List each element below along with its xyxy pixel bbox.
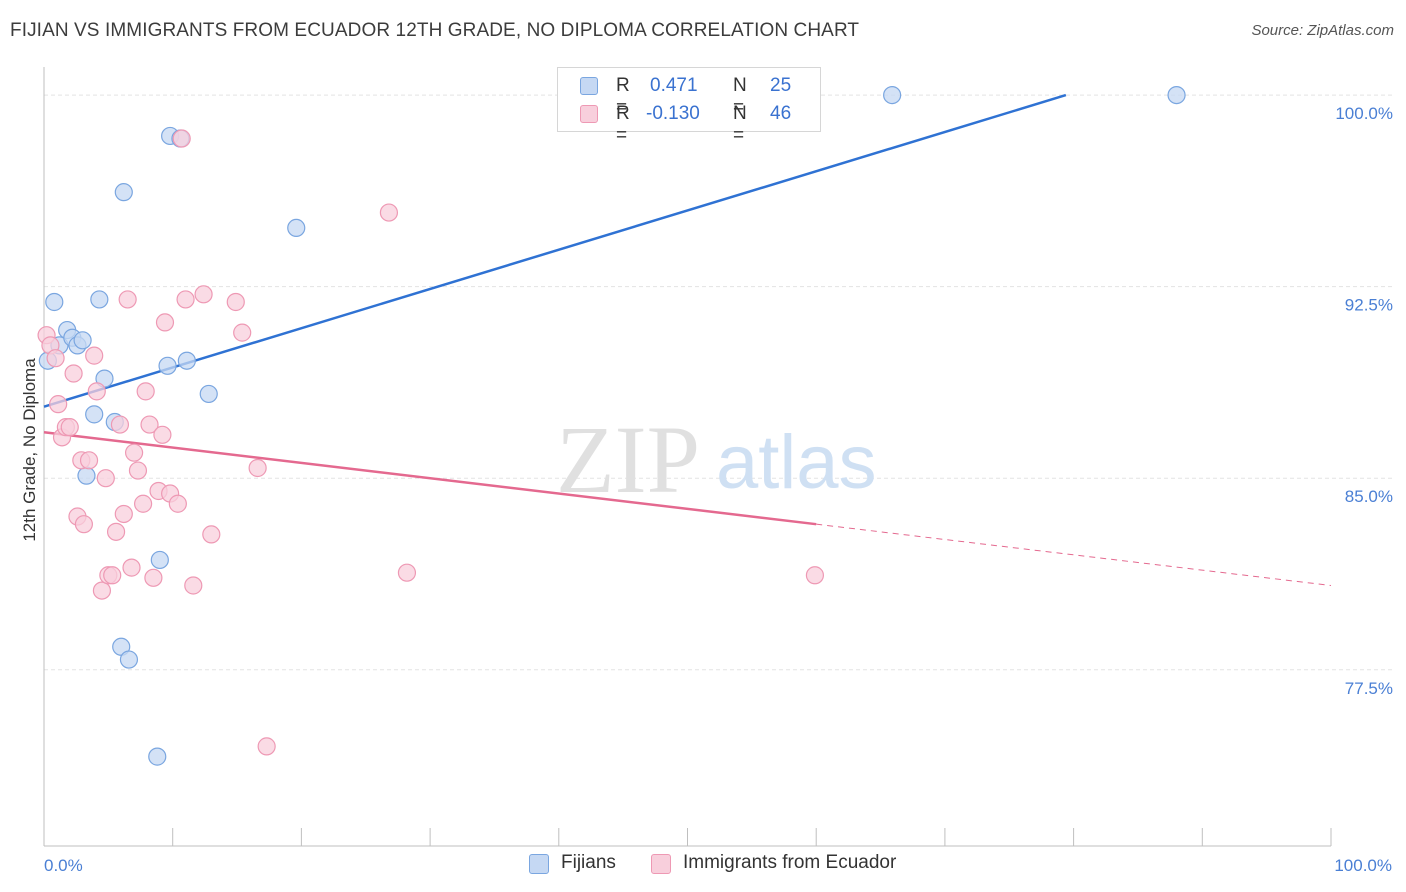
point-ecuador	[202, 525, 221, 544]
legend-n-label: N =	[733, 103, 747, 146]
trend-line-ecuador-extension	[816, 523, 1332, 586]
watermark: ZIP atlas	[556, 406, 877, 513]
axes	[43, 67, 1332, 847]
point-ecuador	[103, 566, 122, 585]
point-ecuador	[379, 203, 399, 222]
point-ecuador	[64, 364, 83, 383]
series-legend: Fijians Immigrants from Ecuador	[0, 852, 1406, 878]
point-fijians	[1167, 85, 1186, 105]
point-ecuador	[155, 313, 175, 332]
y-tick-label: 92.5%	[1345, 296, 1393, 315]
point-ecuador	[184, 576, 203, 595]
point-ecuador	[85, 346, 104, 365]
point-fijians	[177, 351, 196, 370]
x-tick-labels: 0.0% 100.0%	[44, 856, 1392, 875]
point-ecuador	[805, 566, 825, 585]
trend-lines	[43, 93, 1332, 586]
point-ecuador	[397, 563, 417, 582]
point-ecuador	[87, 382, 106, 401]
point-ecuador	[110, 415, 130, 434]
point-fijians	[883, 85, 902, 105]
point-fijians	[85, 405, 104, 424]
point-ecuador	[118, 290, 137, 309]
point-fijians	[287, 218, 306, 238]
gridlines	[44, 94, 1392, 671]
point-ecuador	[144, 568, 163, 587]
trend-line-ecuador	[43, 430, 817, 526]
point-fijians	[114, 183, 133, 202]
legend-swatch-pink	[651, 854, 671, 874]
point-ecuador	[106, 522, 126, 541]
y-tick-label: 77.5%	[1345, 679, 1393, 698]
point-ecuador	[92, 581, 112, 600]
point-fijians	[45, 292, 64, 312]
point-ecuador	[122, 558, 141, 577]
legend-n-value: 25	[770, 75, 792, 96]
legend-swatch-blue	[580, 77, 598, 95]
trend-line-fijians	[43, 93, 1067, 408]
point-ecuador	[74, 515, 93, 534]
data-points	[37, 85, 1186, 766]
point-ecuador	[176, 290, 195, 309]
point-ecuador	[124, 443, 144, 462]
point-ecuador	[133, 494, 153, 513]
point-ecuador	[128, 461, 148, 480]
point-ecuador	[226, 292, 245, 312]
y-tick-label: 100.0%	[1335, 104, 1393, 123]
x-tick-label: 100.0%	[1334, 856, 1392, 875]
point-fijians	[148, 747, 167, 766]
legend-swatch-blue	[529, 854, 549, 874]
source-credit: Source: ZipAtlas.com	[1251, 22, 1394, 39]
legend-r-label: R =	[616, 103, 630, 146]
point-fijians	[119, 650, 139, 669]
watermark-atlas: atlas	[716, 420, 877, 505]
point-ecuador	[49, 395, 68, 414]
legend-label-fijians: Fijians	[561, 852, 616, 873]
point-ecuador	[172, 129, 191, 148]
point-fijians	[158, 356, 177, 375]
point-ecuador	[136, 382, 155, 401]
legend-n-value: 46	[770, 103, 792, 124]
legend-swatch-pink	[580, 105, 598, 123]
legend-r-value: -0.130	[646, 103, 700, 124]
point-fijians	[73, 331, 92, 350]
point-ecuador	[60, 418, 79, 437]
point-ecuador	[46, 349, 65, 368]
legend-label-ecuador: Immigrants from Ecuador	[683, 852, 897, 873]
y-tick-label: 85.0%	[1345, 487, 1393, 506]
point-ecuador	[194, 285, 213, 304]
chart-title: FIJIAN VS IMMIGRANTS FROM ECUADOR 12TH G…	[10, 20, 860, 41]
point-ecuador	[248, 458, 267, 478]
legend-n-label: N =	[733, 75, 747, 118]
y-tick-labels: 77.5% 85.0% 92.5% 100.0%	[1335, 104, 1393, 698]
point-ecuador	[233, 323, 252, 342]
point-fijians	[90, 290, 109, 309]
point-ecuador	[114, 504, 133, 524]
point-ecuador	[140, 415, 159, 434]
point-ecuador	[153, 425, 172, 444]
x-tick-label: 0.0%	[44, 856, 83, 875]
point-ecuador	[96, 469, 115, 488]
point-ecuador	[79, 451, 99, 470]
point-fijians	[199, 384, 218, 404]
point-fijians	[77, 466, 96, 485]
correlation-legend: R = 0.471 N = 25 R = -0.130 N = 46	[557, 67, 821, 146]
legend-r-label: R =	[616, 75, 630, 118]
point-fijians	[150, 550, 169, 570]
point-ecuador	[257, 737, 276, 756]
point-ecuador	[168, 494, 187, 513]
legend-r-value: 0.471	[650, 75, 698, 96]
